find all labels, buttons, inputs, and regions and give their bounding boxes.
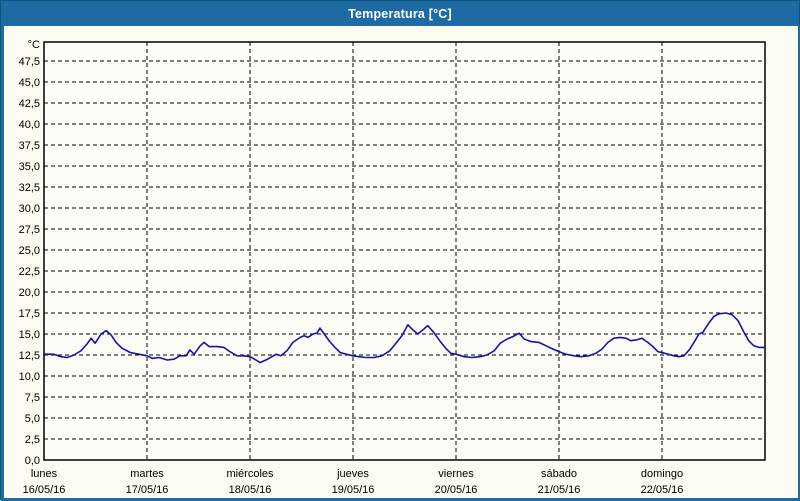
x-day-label: domingo <box>641 468 683 480</box>
y-tick-label: 25,0 <box>19 245 40 257</box>
y-tick-label: 27,5 <box>19 224 40 236</box>
x-day-label: miércoles <box>226 468 274 480</box>
chart-title-bar: Temperatura [°C] <box>1 1 799 26</box>
x-date-label: 21/05/16 <box>538 484 581 496</box>
y-tick-label: 47,5 <box>19 56 40 68</box>
x-date-label: 20/05/16 <box>435 484 478 496</box>
y-tick-label: 37,5 <box>19 140 40 152</box>
x-day-label: lunes <box>31 468 58 480</box>
y-tick-label: 10,0 <box>19 371 40 383</box>
y-tick-label: 40,0 <box>19 119 40 131</box>
y-tick-label: 42,5 <box>19 98 40 110</box>
temperature-line <box>44 312 766 364</box>
y-tick-label: 15,0 <box>19 329 40 341</box>
x-date-label: 16/05/16 <box>23 484 66 496</box>
x-day-label: jueves <box>336 468 369 480</box>
x-day-label: sábado <box>541 468 577 480</box>
y-axis-unit-label: °C <box>28 39 40 51</box>
x-day-label: martes <box>130 468 164 480</box>
x-day-label: viernes <box>438 468 474 480</box>
y-tick-label: 35,0 <box>19 161 40 173</box>
chart-content-area: 47,5 45,0 42,5 40,0 37,5 35,0 32,5 30,0 27,5 25,0… <box>1 26 800 501</box>
y-tick-label: 20,0 <box>19 287 40 299</box>
y-tick-label: 7,5 <box>25 392 40 404</box>
y-tick-label: 17,5 <box>19 308 40 320</box>
plot-area <box>43 41 766 461</box>
y-tick-label: 32,5 <box>19 182 40 194</box>
y-tick-label: 22,5 <box>19 266 40 278</box>
chart-title: Temperatura [°C] <box>348 6 452 21</box>
y-tick-label: 2,5 <box>25 434 40 446</box>
y-tick-label: 45,0 <box>19 77 40 89</box>
x-date-label: 17/05/16 <box>126 484 169 496</box>
y-tick-label: 30,0 <box>19 203 40 215</box>
x-date-label: 18/05/16 <box>229 484 272 496</box>
x-date-label: 19/05/16 <box>332 484 375 496</box>
x-date-label: 22/05/16 <box>641 484 684 496</box>
y-tick-label: 5,0 <box>25 413 40 425</box>
y-tick-label: 0,0 <box>25 455 40 467</box>
y-tick-label: 12,5 <box>19 350 40 362</box>
temperature-chart: 47,5 45,0 42,5 40,0 37,5 35,0 32,5 30,0 27,5 25,0… <box>19 39 766 496</box>
